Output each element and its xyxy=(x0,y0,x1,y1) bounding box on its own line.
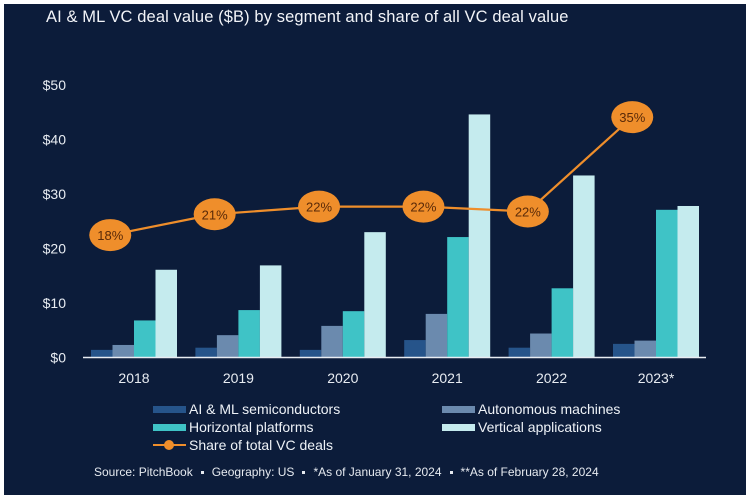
bar xyxy=(634,340,656,358)
bar xyxy=(404,340,426,358)
bar xyxy=(321,325,343,358)
y-tick-label: $30 xyxy=(43,186,67,202)
share-data-label: 22% xyxy=(515,204,541,219)
y-tick-label: $10 xyxy=(43,295,67,311)
legend: AI & ML semiconductors Autonomous machin… xyxy=(150,400,650,460)
x-tick-label: 2022 xyxy=(536,370,567,386)
bar xyxy=(91,349,113,358)
legend-line-marker-icon xyxy=(153,440,186,450)
legend-swatch xyxy=(153,423,186,431)
bullet-separator xyxy=(302,471,306,475)
share-data-label: 22% xyxy=(306,200,332,215)
bar xyxy=(134,320,156,358)
legend-item-semiconductors: AI & ML semiconductors xyxy=(153,401,340,417)
share-marker xyxy=(506,195,549,228)
bar xyxy=(342,311,365,358)
bar xyxy=(216,335,239,358)
share-marker xyxy=(298,190,341,223)
bar xyxy=(677,205,699,358)
bullet-separator xyxy=(200,471,204,475)
share-marker xyxy=(611,101,654,134)
share-line: 18% 21% 22% 22% 22% 35% xyxy=(89,101,654,252)
legend-item-share: Share of total VC deals xyxy=(153,437,333,453)
y-axis: $0 $10 $20 $30 $40 $50 xyxy=(43,77,67,366)
share-data-label: 35% xyxy=(619,110,645,125)
footer-notes: Source: PitchBook Geography: US *As of Jan… xyxy=(94,465,599,479)
footer-note-2: **As of February 28, 2024 xyxy=(460,465,599,479)
share-data-label: 21% xyxy=(202,207,228,222)
legend-label: AI & ML semiconductors xyxy=(189,401,341,417)
bar xyxy=(656,209,678,358)
bar xyxy=(195,347,217,358)
bar xyxy=(425,313,448,358)
x-tick-label: 2023* xyxy=(638,370,675,386)
chart-plot: $0$10$20$30$40$50 2018 2019 2020 2021 2022 20… xyxy=(43,77,706,386)
y-tick-label: $50 xyxy=(43,77,67,93)
bar xyxy=(468,114,491,358)
legend-label: Horizontal platforms xyxy=(189,419,314,435)
footer-source: Source: PitchBook xyxy=(94,465,193,479)
legend-swatch xyxy=(153,405,186,413)
share-data-label: 22% xyxy=(410,200,436,215)
legend-swatch xyxy=(442,405,475,413)
legend-label: Autonomous machines xyxy=(478,401,621,417)
x-tick-label: 2019 xyxy=(223,370,254,386)
legend-swatch xyxy=(442,423,475,431)
y-tick-label: $20 xyxy=(43,241,67,257)
share-data-label: 18% xyxy=(97,228,123,243)
bar xyxy=(299,349,322,358)
bar xyxy=(573,175,595,358)
chart-title: AI & ML VC deal value ($B) by segment an… xyxy=(46,8,569,26)
footer-geography: Geography: US xyxy=(211,465,295,479)
bar xyxy=(613,343,635,358)
x-axis: 2018 2019 2020 2021 2022 2023* xyxy=(118,370,674,386)
bar xyxy=(259,265,282,358)
share-marker xyxy=(89,219,132,252)
x-tick-label: 2018 xyxy=(118,370,149,386)
bar xyxy=(508,347,531,358)
legend-item-vertical: Vertical applications xyxy=(442,419,602,435)
y-tick-label: $40 xyxy=(43,132,67,148)
bar xyxy=(551,288,574,358)
bar xyxy=(112,344,134,358)
footer-note-1: *As of January 31, 2024 xyxy=(313,465,442,479)
y-tick-label: $0 xyxy=(50,350,66,366)
legend-label: Vertical applications xyxy=(478,419,602,435)
bar xyxy=(364,232,386,358)
x-tick-label: 2020 xyxy=(327,370,358,386)
bars xyxy=(91,114,699,358)
share-marker xyxy=(402,190,445,223)
legend-item-autonomous: Autonomous machines xyxy=(442,401,620,417)
bar xyxy=(238,310,260,358)
legend-item-horizontal: Horizontal platforms xyxy=(153,419,314,435)
bar xyxy=(530,333,552,358)
share-line-path xyxy=(110,116,633,237)
legend-label: Share of total VC deals xyxy=(189,437,333,453)
bullet-separator xyxy=(449,471,453,475)
bar xyxy=(155,269,177,358)
x-tick-label: 2021 xyxy=(432,370,463,386)
bar xyxy=(447,237,469,358)
share-marker xyxy=(193,198,236,231)
